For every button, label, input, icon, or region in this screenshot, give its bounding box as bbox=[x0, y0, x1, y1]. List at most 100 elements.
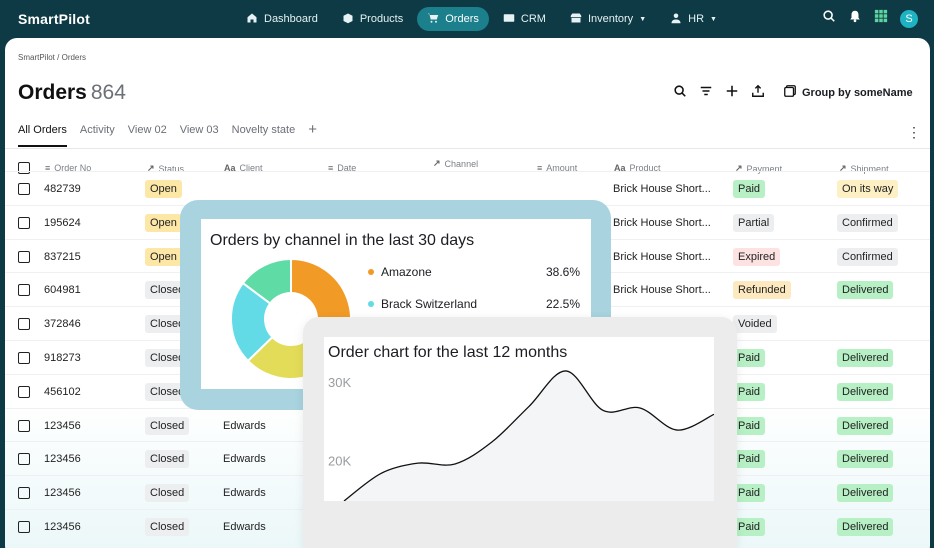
status-badge: Closed bbox=[145, 349, 190, 367]
nav-dashboard[interactable]: Dashboard bbox=[236, 7, 328, 31]
column-header-status[interactable]: ↗ Status bbox=[147, 163, 185, 174]
legend-swatch bbox=[368, 269, 374, 275]
order-count: 864 bbox=[90, 81, 126, 104]
box-icon bbox=[342, 12, 354, 27]
breadcrumb-item[interactable]: SmartPilot bbox=[18, 53, 55, 62]
divider bbox=[5, 148, 930, 149]
order-number: 123456 bbox=[44, 487, 81, 500]
arrow-icon: ↗ bbox=[839, 163, 847, 173]
text-icon: Aa bbox=[224, 163, 236, 173]
tab-view-02[interactable]: View 02 bbox=[127, 124, 167, 136]
breadcrumb-separator: / bbox=[57, 53, 62, 62]
payment-badge: Paid bbox=[733, 416, 766, 435]
nav-inventory[interactable]: Inventory ▼ bbox=[560, 7, 656, 31]
row-checkbox[interactable] bbox=[18, 250, 30, 263]
shipment-badge: On its way bbox=[837, 180, 899, 198]
nav-crm[interactable]: CRM bbox=[493, 7, 556, 31]
column-header-product[interactable]: Aa Product bbox=[614, 163, 661, 173]
row-checkbox[interactable] bbox=[18, 318, 30, 331]
group-by-label: Group by someName bbox=[802, 86, 913, 99]
order-number: 604981 bbox=[44, 284, 81, 297]
order-number: 482739 bbox=[44, 183, 81, 195]
status-badge: Closed bbox=[145, 484, 190, 503]
order-number: 123456 bbox=[44, 419, 81, 432]
y-tick-label: 20K bbox=[328, 454, 351, 469]
column-header-order-no[interactable]: ≡ Order No bbox=[45, 163, 92, 173]
row-checkbox[interactable] bbox=[18, 183, 30, 195]
column-header-amount[interactable]: ≡ Amount bbox=[537, 163, 578, 173]
status-badge: Open bbox=[145, 213, 182, 232]
donut-slice bbox=[241, 257, 292, 305]
filter-icon[interactable] bbox=[699, 84, 713, 101]
view-tabs: All Orders Activity View 02 View 03 Nove… bbox=[18, 121, 317, 147]
cart-icon bbox=[427, 12, 439, 27]
row-checkbox[interactable] bbox=[18, 352, 30, 364]
arrow-icon: ↗ bbox=[735, 163, 743, 173]
lines-icon: ≡ bbox=[45, 163, 51, 173]
search-icon[interactable] bbox=[673, 84, 687, 101]
line-area bbox=[344, 370, 714, 501]
line-chart: 30K 20K bbox=[328, 370, 714, 501]
order-number: 837215 bbox=[44, 250, 81, 263]
tab-all-orders[interactable]: All Orders bbox=[18, 124, 67, 147]
status-badge: Closed bbox=[145, 518, 190, 536]
status-badge: Closed bbox=[145, 281, 190, 300]
tab-activity[interactable]: Activity bbox=[79, 124, 115, 136]
legend-item: Amazone 38.6% bbox=[368, 265, 580, 279]
orders-chart-card: Order chart for the last 12 months 30K 20… bbox=[324, 337, 714, 501]
order-number: 372846 bbox=[44, 318, 81, 331]
table-row[interactable]: 482739 Open Brick House Short... Paid On its… bbox=[5, 171, 930, 205]
shipment-badge: Delivered bbox=[837, 281, 894, 300]
table-row[interactable]: 123456 Closed Edwards Paid Delivered bbox=[5, 441, 930, 475]
column-header-client[interactable]: Aa Client bbox=[224, 163, 263, 173]
row-checkbox[interactable] bbox=[18, 453, 30, 466]
column-header-shipment[interactable]: ↗ Shipment bbox=[839, 163, 889, 174]
user-avatar[interactable]: S bbox=[900, 9, 918, 28]
status-badge: Open bbox=[145, 180, 182, 198]
nav-products[interactable]: Products bbox=[332, 7, 413, 31]
copy-icon bbox=[783, 84, 797, 101]
chevron-down-icon: ▼ bbox=[710, 15, 717, 23]
toolbar: Group by someName bbox=[673, 84, 913, 101]
select-all-checkbox[interactable] bbox=[18, 162, 30, 174]
tab-view-03[interactable]: View 03 bbox=[179, 124, 219, 136]
add-tab-icon[interactable]: + bbox=[308, 121, 317, 138]
more-options-icon[interactable]: ⋮ bbox=[907, 124, 921, 140]
status-badge: Closed bbox=[145, 382, 190, 401]
row-checkbox[interactable] bbox=[18, 385, 30, 398]
y-tick-label: 30K bbox=[328, 375, 351, 390]
payment-badge: Expired bbox=[733, 247, 781, 266]
client-name: Edwards bbox=[223, 453, 266, 466]
payment-badge: Paid bbox=[733, 382, 766, 401]
table-header: ≡ Order No ↗ Status Aa Client ≡ Date ↗ Channe… bbox=[5, 156, 930, 180]
legend-swatch bbox=[368, 301, 374, 307]
column-header-payment[interactable]: ↗ Payment bbox=[735, 163, 783, 174]
chevron-down-icon: ▼ bbox=[639, 15, 647, 23]
column-header-date[interactable]: ≡ Date bbox=[328, 163, 357, 173]
product-name: Brick House Short... bbox=[613, 183, 711, 195]
bell-icon[interactable] bbox=[848, 9, 862, 28]
chart-title: Orders by channel in the last 30 days bbox=[210, 232, 475, 249]
row-checkbox[interactable] bbox=[18, 487, 30, 500]
nav-orders[interactable]: Orders bbox=[417, 7, 489, 31]
group-by-button[interactable]: Group by someName bbox=[783, 84, 913, 101]
nav-label: Dashboard bbox=[264, 13, 318, 25]
tab-novelty-state[interactable]: Novelty state bbox=[231, 124, 296, 136]
app-logo[interactable]: SmartPilot bbox=[18, 11, 91, 27]
add-icon[interactable] bbox=[725, 84, 739, 101]
row-checkbox[interactable] bbox=[18, 521, 30, 533]
legend-label: Amazone bbox=[381, 265, 432, 279]
legend-value: 38.6% bbox=[545, 265, 580, 279]
column-header-channel[interactable]: ↗ Channel bbox=[433, 158, 479, 169]
export-icon[interactable] bbox=[751, 84, 765, 101]
chart-title: Order chart for the last 12 months bbox=[328, 344, 568, 361]
search-icon[interactable] bbox=[822, 9, 836, 28]
breadcrumb-item[interactable]: Orders bbox=[61, 53, 87, 62]
grid-icon[interactable] bbox=[874, 9, 888, 28]
row-checkbox[interactable] bbox=[18, 419, 30, 432]
contact-card-icon bbox=[503, 12, 515, 27]
row-checkbox[interactable] bbox=[18, 216, 30, 229]
row-checkbox[interactable] bbox=[18, 284, 30, 297]
lines-icon: ≡ bbox=[537, 163, 543, 173]
nav-hr[interactable]: HR ▼ bbox=[660, 7, 727, 31]
